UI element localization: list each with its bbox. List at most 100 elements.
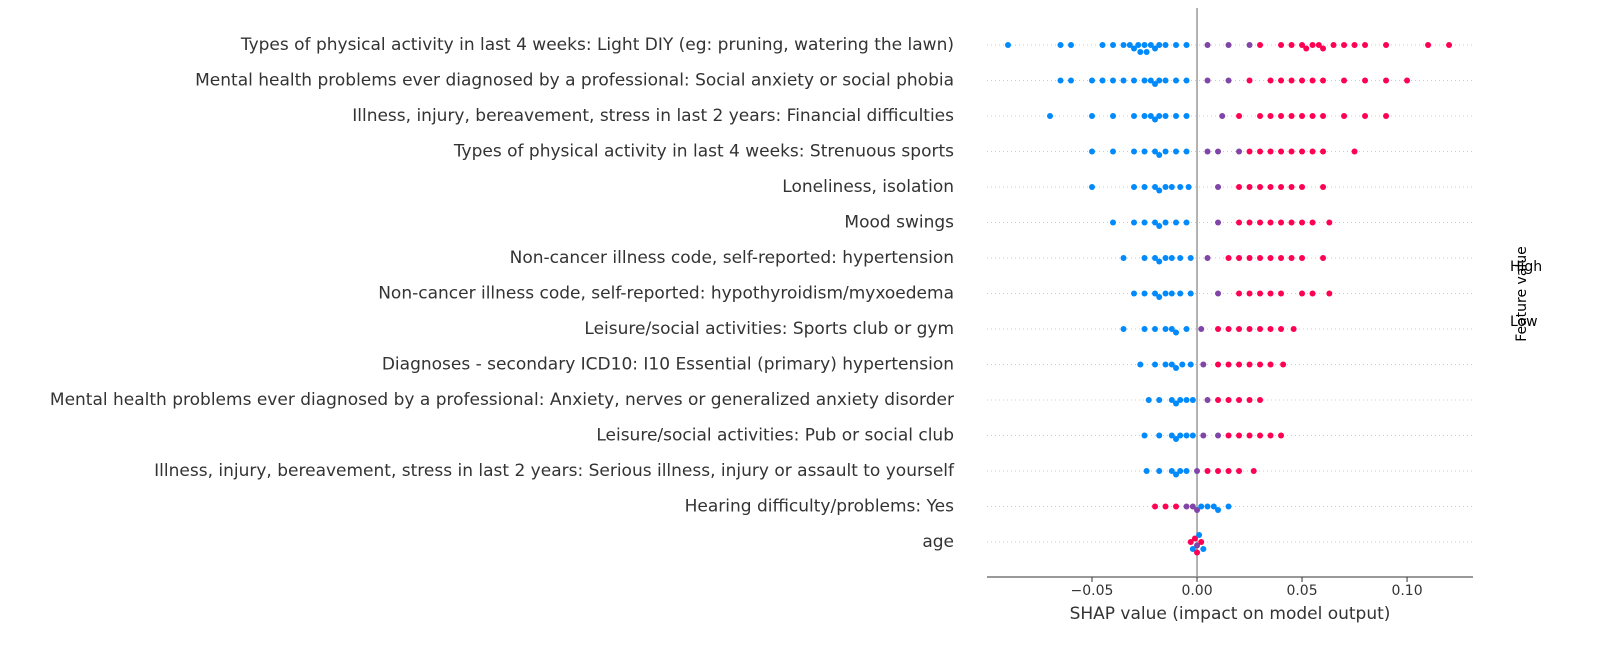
shap-point xyxy=(1141,77,1148,84)
shap-point xyxy=(1257,184,1264,190)
shap-point xyxy=(1215,397,1222,403)
shap-point xyxy=(1099,42,1106,48)
shap-point xyxy=(1156,468,1163,474)
shap-point xyxy=(1177,468,1184,474)
shap-point xyxy=(1309,290,1316,297)
shap-point xyxy=(1278,113,1285,119)
shap-point xyxy=(1215,184,1222,190)
shap-point xyxy=(1183,219,1190,226)
shap-point xyxy=(1141,255,1148,261)
shap-point xyxy=(1257,290,1264,297)
shap-point xyxy=(1320,255,1327,261)
shap-point xyxy=(1215,148,1222,155)
shap-point xyxy=(1187,361,1194,368)
shap-point xyxy=(1141,290,1148,297)
shap-point xyxy=(1141,432,1148,439)
shap-point xyxy=(1330,42,1337,48)
shap-point xyxy=(1156,187,1163,194)
x-axis-label: SHAP value (impact on model output) xyxy=(1070,604,1391,624)
shap-point xyxy=(1278,432,1285,439)
y-tick-label: Illness, injury, bereavement, stress in … xyxy=(352,106,954,126)
y-tick-label: Loneliness, isolation xyxy=(782,177,954,197)
shap-point xyxy=(1185,184,1192,190)
shap-point xyxy=(1162,184,1169,190)
shap-point xyxy=(1099,77,1106,84)
shap-point xyxy=(1236,290,1243,297)
shap-point xyxy=(1320,113,1327,119)
colorbar-high: High xyxy=(1510,259,1542,275)
shap-point xyxy=(1267,255,1274,261)
shap-point xyxy=(1288,42,1295,48)
shap-point xyxy=(1257,326,1264,332)
shap-point xyxy=(1177,397,1184,403)
shap-point xyxy=(1177,290,1184,297)
shap-point xyxy=(1210,503,1217,510)
shap-point xyxy=(1120,77,1127,84)
shap-point xyxy=(1225,326,1232,332)
shap-point xyxy=(1141,113,1148,119)
shap-point xyxy=(1246,255,1253,261)
shap-point xyxy=(1320,77,1327,84)
shap-point xyxy=(1120,255,1127,261)
shap-point xyxy=(1246,219,1253,226)
shap-point xyxy=(1156,42,1163,48)
shap-point xyxy=(1120,326,1127,332)
shap-point xyxy=(1215,507,1222,513)
shap-point xyxy=(1156,294,1163,300)
shap-point xyxy=(1225,361,1232,368)
shap-point xyxy=(1257,397,1264,403)
shap-point xyxy=(1173,329,1180,336)
shap-point xyxy=(1236,326,1243,332)
shap-point xyxy=(1173,148,1180,155)
shap-point xyxy=(1168,326,1175,332)
shap-point xyxy=(1187,290,1194,297)
shap-point xyxy=(1131,219,1138,226)
shap-point xyxy=(1236,432,1243,439)
y-tick-label: Types of physical activity in last 4 wee… xyxy=(453,142,954,162)
shap-point xyxy=(1194,549,1201,556)
shap-point xyxy=(1320,45,1327,52)
shap-point xyxy=(1110,219,1117,226)
shap-point xyxy=(1246,148,1253,155)
shap-point xyxy=(1236,255,1243,261)
shap-point xyxy=(1183,397,1190,403)
shap-point xyxy=(1288,148,1295,155)
shap-point xyxy=(1246,361,1253,368)
shap-point xyxy=(1225,397,1232,403)
shap-point xyxy=(1267,184,1274,190)
shap-point xyxy=(1278,77,1285,84)
shap-point xyxy=(1236,148,1243,155)
shap-point xyxy=(1299,184,1306,190)
shap-point xyxy=(1131,113,1138,119)
shap-point xyxy=(1362,42,1369,48)
shap-point xyxy=(1257,113,1264,119)
shap-point xyxy=(1143,49,1150,55)
shap-point xyxy=(1383,42,1390,48)
shap-point xyxy=(1225,432,1232,439)
shap-point xyxy=(1152,503,1159,510)
shap-point xyxy=(1236,113,1243,119)
shap-point xyxy=(1173,113,1180,119)
shap-point xyxy=(1179,361,1186,368)
shap-point xyxy=(1309,148,1316,155)
shap-point xyxy=(1183,503,1190,510)
shap-point xyxy=(1204,255,1211,261)
shap-point xyxy=(1299,42,1306,48)
y-tick-label: Mood swings xyxy=(844,213,954,233)
shap-point xyxy=(1047,113,1054,119)
shap-point xyxy=(1173,436,1180,442)
shap-point xyxy=(1246,432,1253,439)
shap-point xyxy=(1288,184,1295,190)
shap-point xyxy=(1257,42,1264,48)
shap-point xyxy=(1189,397,1196,403)
shap-point xyxy=(1152,148,1159,155)
shap-point xyxy=(1215,468,1222,474)
shap-point xyxy=(1068,77,1075,84)
shap-point xyxy=(1177,184,1184,190)
shap-point xyxy=(1383,113,1390,119)
shap-point xyxy=(1204,468,1211,474)
shap-point xyxy=(1215,432,1222,439)
shap-point xyxy=(1141,326,1148,332)
shap-point xyxy=(1173,503,1180,510)
shap-point xyxy=(1215,219,1222,226)
